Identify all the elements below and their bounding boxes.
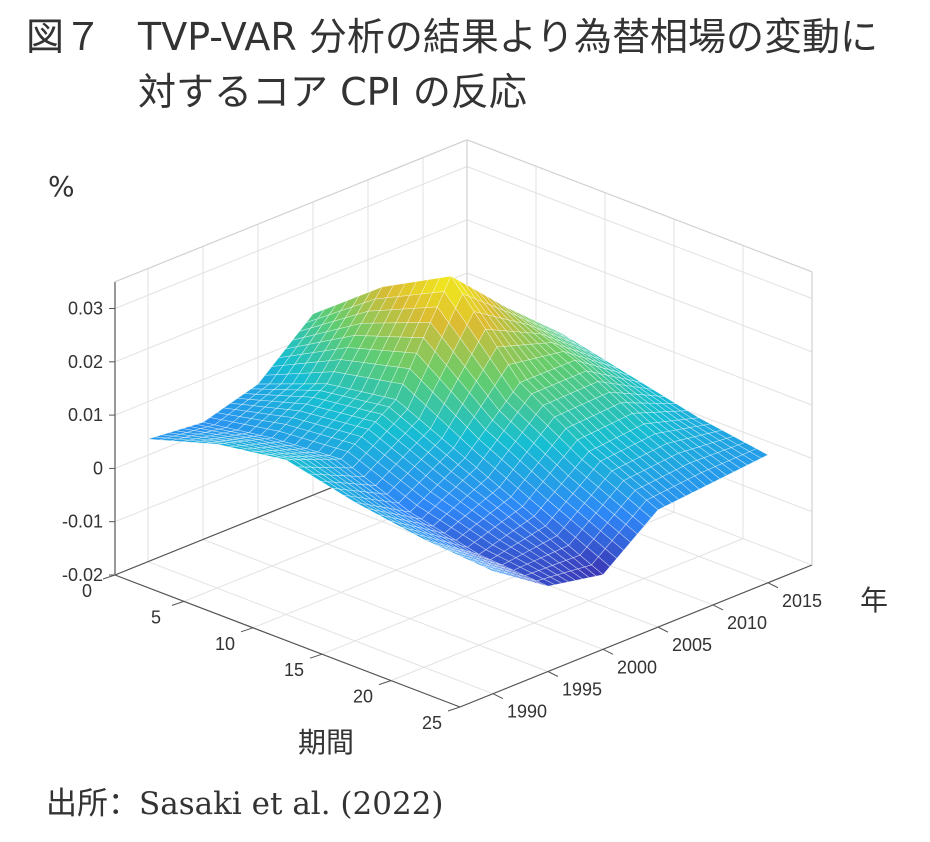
axis-edge <box>459 564 813 708</box>
floor-grid-line <box>202 539 549 672</box>
surface-patch <box>481 565 501 574</box>
figure-title-line2: 対するコア CPI の反応 <box>138 70 527 114</box>
y-tick-mark <box>602 648 614 655</box>
z-tick-label: 0.02 <box>68 352 103 372</box>
x-tick-label: 15 <box>284 660 304 680</box>
y-tick-label: 2000 <box>617 657 657 677</box>
x-tick-label: 5 <box>151 607 161 627</box>
axis-ticks: -0.02 -0.01 0 0.01 0.02 0.03 0 5 10 15 20 25 1990 199… <box>48 170 888 759</box>
axis-edge <box>114 574 461 708</box>
y-tick-mark <box>492 693 504 700</box>
x-tick-label: 20 <box>353 687 373 707</box>
y-tick-mark <box>547 671 559 677</box>
floor-grid-line <box>390 538 744 682</box>
x-tick-label: 0 <box>82 581 92 601</box>
y-tick-label: 2005 <box>672 635 712 655</box>
z-axis-title: % <box>48 170 75 203</box>
figure-title-line1: TVP-VAR 分析の結果より為替相場の変動に <box>138 15 879 59</box>
z-tick-label: -0.02 <box>62 565 103 585</box>
floor-grid-line <box>257 516 604 650</box>
z-tick-label: 0.03 <box>68 299 103 319</box>
y-tick-mark <box>657 626 669 633</box>
floor-grid-line <box>147 561 494 695</box>
x-tick-mark <box>447 706 461 712</box>
z-tick-label: -0.01 <box>62 512 103 532</box>
wall-grid-line <box>114 166 468 309</box>
x-tick-mark <box>378 680 392 686</box>
x-tick-mark <box>102 574 116 580</box>
x-tick-label: 25 <box>422 713 442 733</box>
y-axis-title: 年 <box>860 584 888 617</box>
y-tick-label: 2015 <box>782 591 822 611</box>
surface-mesh <box>147 275 769 587</box>
y-tick-label: 1990 <box>507 702 547 722</box>
wall-grid-line <box>466 272 813 406</box>
x-axis-title: 期間 <box>298 726 354 759</box>
wall-grid-line <box>466 166 813 299</box>
y-tick-mark <box>767 582 779 589</box>
x-tick-label: 10 <box>215 634 235 654</box>
axis-edge <box>466 139 813 273</box>
z-tick-label: 0.01 <box>68 405 103 425</box>
figure-title: 図７ TVP-VAR 分析の結果より為替相場の変動に 対するコア CPI の反応 <box>26 10 916 120</box>
y-tick-label: 1995 <box>562 680 602 700</box>
z-tick-label: 0 <box>93 458 103 478</box>
axis-edge <box>114 139 468 283</box>
figure-label: 図７ <box>26 15 103 59</box>
source-note: 出所：Sasaki et al. (2022) <box>46 786 444 822</box>
axis-panes <box>114 139 813 708</box>
y-tick-mark <box>712 604 724 611</box>
x-tick-mark <box>240 627 254 633</box>
x-tick-mark <box>309 653 323 659</box>
wall-grid-line <box>466 219 813 353</box>
wall-grid-line <box>114 219 468 363</box>
x-tick-mark <box>171 600 185 606</box>
y-tick-label: 2010 <box>727 613 767 633</box>
